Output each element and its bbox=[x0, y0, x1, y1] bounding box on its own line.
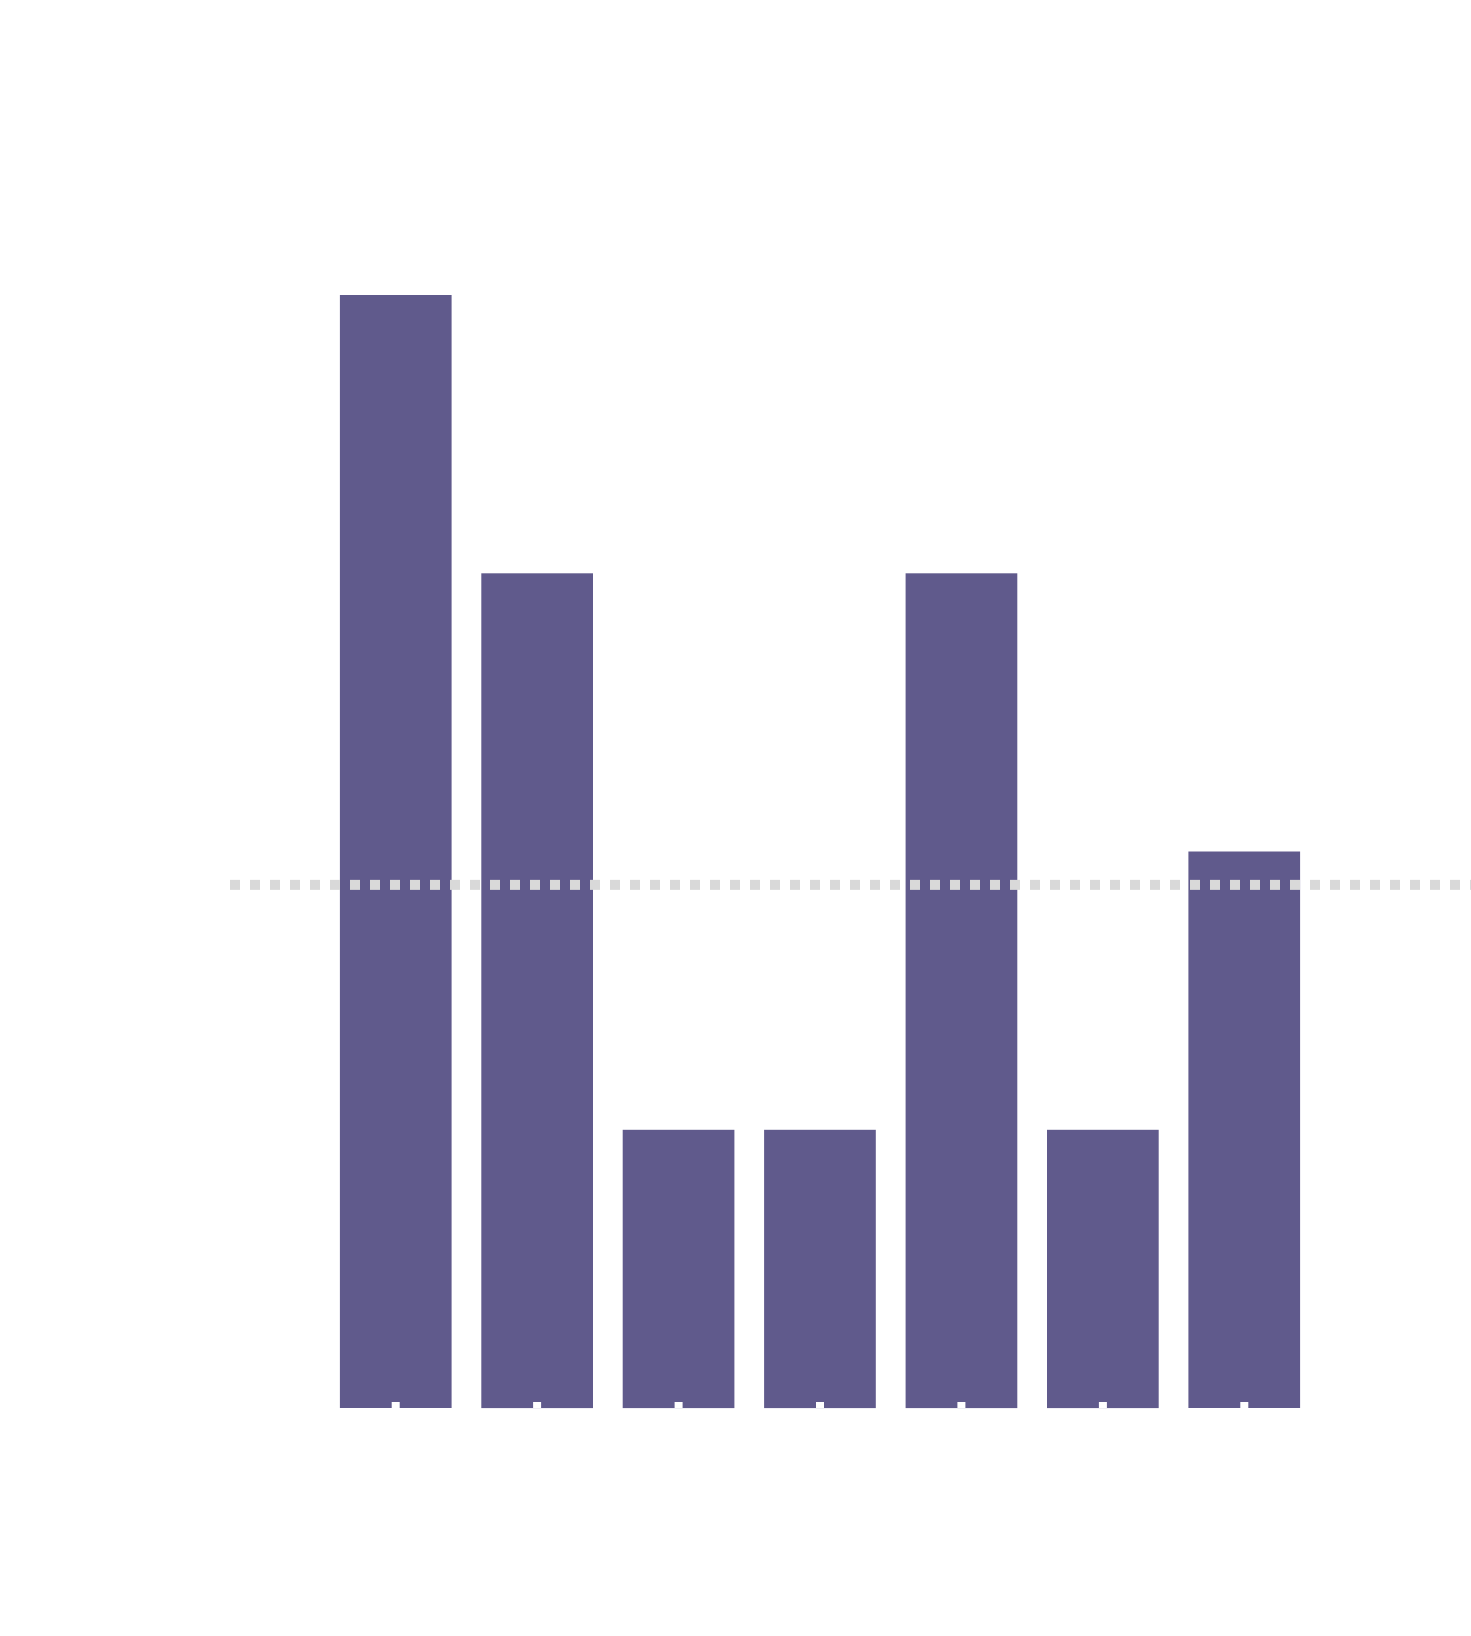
x-tick-3 bbox=[674, 1402, 683, 1408]
x-tick-5 bbox=[957, 1402, 966, 1408]
x-tick-6 bbox=[1098, 1402, 1107, 1408]
bar-2 bbox=[481, 573, 593, 1409]
bar-7 bbox=[1188, 851, 1301, 1408]
bar-5 bbox=[905, 573, 1018, 1409]
x-tick-4 bbox=[816, 1402, 824, 1408]
bar-3 bbox=[622, 1129, 735, 1409]
x-ticks-layer bbox=[391, 1402, 1249, 1408]
x-tick-2 bbox=[533, 1402, 542, 1408]
x-tick-1 bbox=[391, 1402, 400, 1408]
bars-layer bbox=[339, 295, 1301, 1409]
x-tick-7 bbox=[1240, 1402, 1249, 1408]
bar-6 bbox=[1047, 1129, 1159, 1409]
bar-1 bbox=[339, 295, 452, 1408]
bar-4 bbox=[764, 1129, 876, 1409]
